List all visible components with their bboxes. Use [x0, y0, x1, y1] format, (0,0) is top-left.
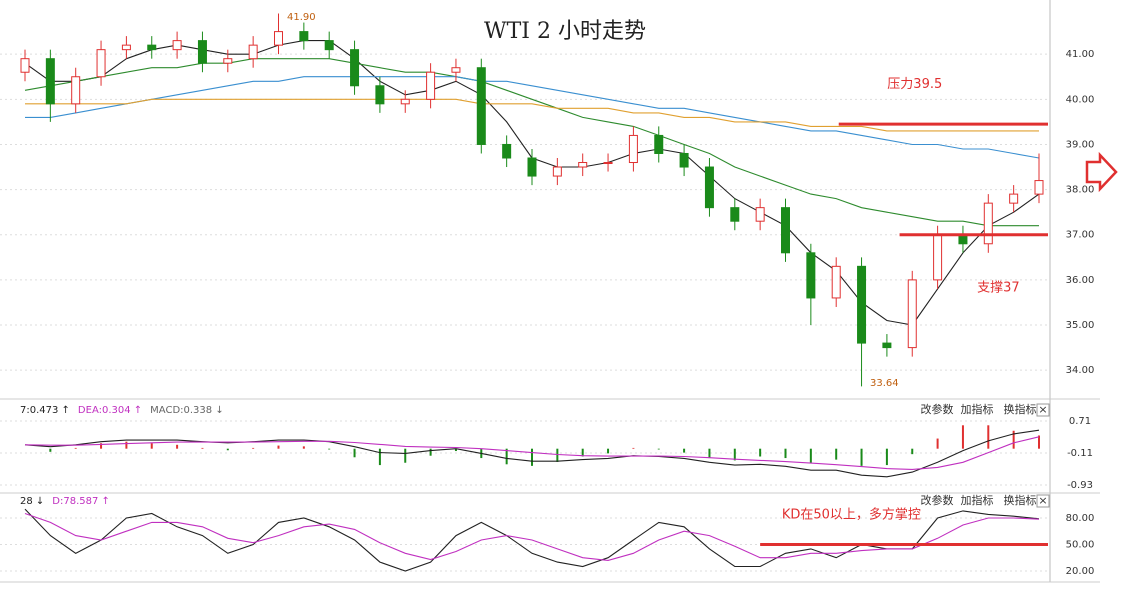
- candle-body: [578, 162, 588, 168]
- header-value: DEA:0.304 ↑: [78, 405, 142, 416]
- candle-body: [400, 98, 410, 105]
- candle-body: [197, 40, 207, 64]
- header-value: 7:0.473 ↑: [20, 405, 70, 416]
- candle-body: [552, 166, 562, 177]
- y-tick-label: 38.00: [1066, 185, 1095, 196]
- candle-body: [882, 342, 892, 349]
- candle-body: [147, 44, 157, 51]
- panel-button[interactable]: 改参数: [921, 402, 954, 416]
- candle-body: [781, 207, 790, 254]
- annotation: 33.64: [870, 378, 899, 389]
- annotation: 41.90: [287, 12, 316, 23]
- candle-body: [1034, 180, 1044, 195]
- y-tick-label: 40.00: [1066, 94, 1095, 105]
- y-tick-label: -0.93: [1067, 480, 1093, 491]
- header-value: MACD:0.338 ↓: [150, 405, 224, 416]
- candle-body: [121, 44, 131, 51]
- candle-body: [502, 143, 512, 159]
- candle-body: [857, 265, 867, 344]
- y-tick-label: 39.00: [1066, 139, 1095, 150]
- candle-body: [704, 166, 714, 209]
- candle-body: [654, 134, 664, 154]
- indicator-line: [25, 98, 1039, 132]
- candle-body: [299, 31, 309, 42]
- candle-body: [679, 152, 689, 168]
- header-value: 28 ↓: [20, 496, 44, 507]
- candle-body: [96, 49, 106, 78]
- candle-body: [831, 265, 841, 299]
- candle-body: [806, 252, 816, 299]
- y-tick-label: 50.00: [1066, 539, 1095, 550]
- indicator-line: [24, 429, 1040, 478]
- indicator-line: [24, 436, 1040, 470]
- panel-button[interactable]: 换指标: [1004, 402, 1037, 416]
- y-tick-label: 0.71: [1069, 416, 1091, 427]
- y-tick-label: 35.00: [1066, 320, 1095, 331]
- candle-body: [248, 44, 258, 60]
- indicator-line: [24, 58, 1039, 227]
- indicator-line: [25, 76, 1040, 159]
- annotation: 支撑37: [977, 281, 1020, 296]
- panel-button[interactable]: 换指标: [1004, 493, 1037, 507]
- candle-body: [603, 162, 613, 165]
- indicator-line: [24, 512, 1040, 561]
- indicator-line: [24, 508, 1040, 572]
- candle-body: [527, 157, 537, 177]
- candle-body: [907, 279, 917, 349]
- y-tick-label: -0.11: [1067, 448, 1093, 459]
- panel-button[interactable]: 改参数: [921, 493, 954, 507]
- candle-body: [350, 49, 360, 87]
- candle-body: [172, 40, 182, 51]
- y-tick-label: 36.00: [1066, 275, 1095, 286]
- header-value: D:78.587 ↑: [52, 496, 110, 507]
- candle-body: [20, 58, 30, 73]
- candle-body: [274, 31, 283, 46]
- y-tick-label: 80.00: [1066, 513, 1095, 524]
- panel-button[interactable]: ×: [1038, 494, 1047, 507]
- candle-body: [324, 40, 334, 51]
- candle-body: [730, 207, 740, 222]
- annotation: 压力39.5: [887, 77, 942, 92]
- panel-button[interactable]: ×: [1038, 403, 1047, 416]
- candle-body: [1009, 193, 1019, 204]
- indicator-header: 7:0.473 ↑ DEA:0.304 ↑ MACD:0.338 ↓: [20, 405, 224, 416]
- candle-body: [476, 67, 486, 145]
- candle-body: [451, 67, 461, 73]
- candle-body: [223, 58, 233, 64]
- candle-body: [628, 134, 638, 164]
- close-button-box: [1036, 403, 1050, 417]
- candle-body: [983, 202, 993, 245]
- candle-body: [375, 85, 385, 105]
- chart-title: WTI 2 小时走势: [484, 19, 646, 44]
- y-tick-label: 41.00: [1066, 49, 1095, 60]
- candle-body: [45, 58, 55, 105]
- candle-body: [71, 76, 81, 105]
- panel-button[interactable]: 加指标: [961, 402, 994, 416]
- y-tick-label: 34.00: [1066, 365, 1095, 376]
- candle-body: [426, 71, 436, 100]
- annotation: KD在50以上，多方掌控: [782, 506, 921, 522]
- candle-body: [933, 234, 943, 281]
- y-tick-label: 37.00: [1066, 230, 1095, 241]
- y-tick-label: 20.00: [1066, 566, 1095, 577]
- arrow-icon: [1085, 151, 1118, 193]
- panel-button[interactable]: 加指标: [961, 493, 994, 507]
- indicator-header: 28 ↓ D:78.587 ↑: [20, 496, 110, 507]
- close-button-box: [1036, 494, 1050, 508]
- candle-body: [755, 207, 765, 222]
